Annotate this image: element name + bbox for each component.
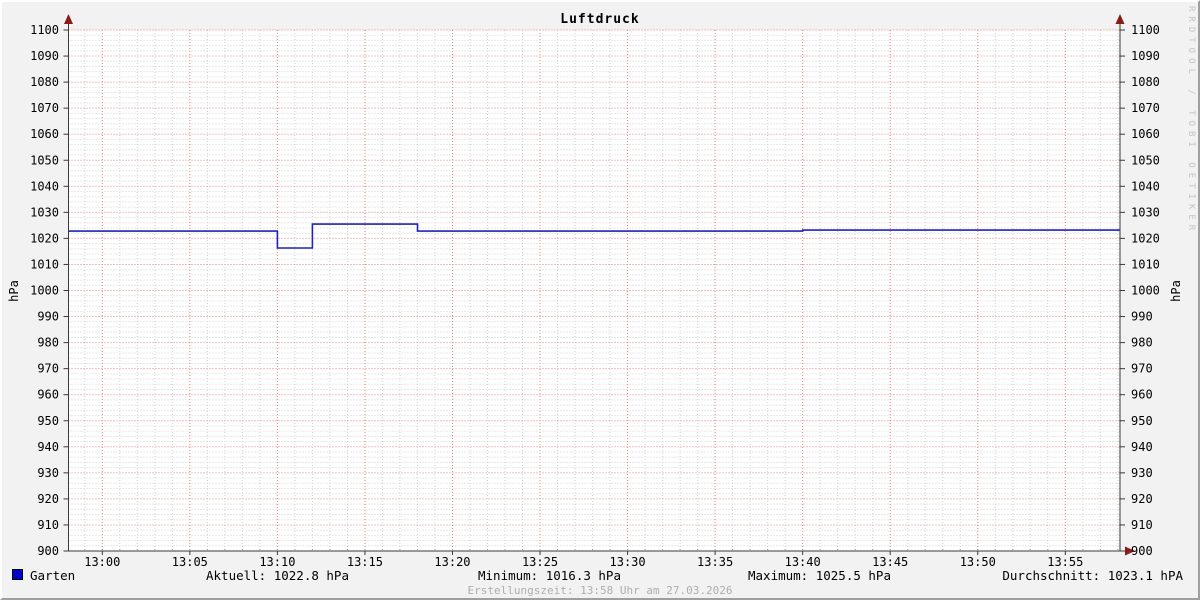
- svg-text:1060: 1060: [1131, 127, 1160, 141]
- svg-text:1000: 1000: [1131, 284, 1160, 298]
- svg-text:13:00: 13:00: [84, 555, 120, 569]
- svg-text:910: 910: [37, 518, 59, 532]
- svg-text:960: 960: [1131, 388, 1153, 402]
- creation-timestamp: Erstellungszeit: 13:58 Uhr am 27.03.2026: [467, 584, 733, 597]
- y-axis-arrow-right: [1115, 14, 1125, 24]
- svg-text:1080: 1080: [1131, 75, 1160, 89]
- svg-text:1090: 1090: [30, 49, 59, 63]
- svg-text:13:10: 13:10: [259, 555, 295, 569]
- grid-major: [68, 29, 1120, 552]
- svg-text:950: 950: [1131, 414, 1153, 428]
- grid-minor: [68, 30, 1120, 551]
- svg-text:1040: 1040: [1131, 179, 1160, 193]
- stat-maximum: Maximum: 1025.5 hPa: [748, 568, 891, 583]
- svg-text:1070: 1070: [30, 101, 59, 115]
- svg-text:1040: 1040: [30, 179, 59, 193]
- y-axis-arrow-left: [64, 14, 73, 24]
- svg-text:13:35: 13:35: [697, 555, 733, 569]
- svg-text:13:05: 13:05: [172, 555, 208, 569]
- svg-text:13:55: 13:55: [1047, 555, 1083, 569]
- svg-text:1100: 1100: [30, 23, 59, 37]
- svg-text:990: 990: [1131, 310, 1153, 324]
- legend-label-garten: Garten: [30, 568, 76, 583]
- svg-text:970: 970: [1131, 362, 1153, 376]
- svg-text:910: 910: [1131, 518, 1153, 532]
- legend-swatch-garten: [12, 569, 23, 580]
- axes: [63, 14, 1135, 556]
- svg-text:1030: 1030: [1131, 205, 1160, 219]
- svg-text:900: 900: [37, 544, 59, 558]
- svg-text:940: 940: [37, 440, 59, 454]
- svg-text:1010: 1010: [30, 257, 59, 271]
- svg-text:980: 980: [37, 336, 59, 350]
- svg-text:1100: 1100: [1131, 23, 1160, 37]
- svg-text:1010: 1010: [1131, 257, 1160, 271]
- legend-row: Garten Aktuell: 1022.8 hPa Minimum: 1016…: [2, 568, 1198, 586]
- svg-text:950: 950: [37, 414, 59, 428]
- svg-text:13:20: 13:20: [434, 555, 470, 569]
- svg-text:1020: 1020: [30, 231, 59, 245]
- svg-text:920: 920: [37, 492, 59, 506]
- svg-text:1000: 1000: [30, 284, 59, 298]
- stat-durchschnitt: Durchschnitt: 1023.1 hPA: [1002, 568, 1183, 583]
- svg-text:13:50: 13:50: [960, 555, 996, 569]
- svg-text:13:40: 13:40: [785, 555, 821, 569]
- svg-text:930: 930: [1131, 466, 1153, 480]
- svg-text:960: 960: [37, 388, 59, 402]
- rrdtool-watermark: RRDTOOL / TOBI OETIKER: [1186, 6, 1196, 236]
- svg-text:1030: 1030: [30, 205, 59, 219]
- tick-labels: 900 900 910 910 920 920 930 930 940 940 950 950 960 9…: [7, 23, 1183, 569]
- svg-text:900: 900: [1131, 544, 1153, 558]
- stat-minimum: Minimum: 1016.3 hPa: [478, 568, 621, 583]
- svg-text:970: 970: [37, 362, 59, 376]
- svg-text:1090: 1090: [1131, 49, 1160, 63]
- svg-text:980: 980: [1131, 336, 1153, 350]
- svg-text:1020: 1020: [1131, 231, 1160, 245]
- chart-title: Luftdruck: [560, 12, 640, 27]
- svg-text:13:30: 13:30: [610, 555, 646, 569]
- svg-text:940: 940: [1131, 440, 1153, 454]
- svg-text:990: 990: [37, 310, 59, 324]
- svg-text:1050: 1050: [30, 153, 59, 167]
- svg-text:1080: 1080: [30, 75, 59, 89]
- svg-text:920: 920: [1131, 492, 1153, 506]
- svg-text:1060: 1060: [30, 127, 59, 141]
- x-axis-arrow: [1125, 546, 1135, 556]
- svg-text:1050: 1050: [1131, 153, 1160, 167]
- svg-text:13:45: 13:45: [872, 555, 908, 569]
- svg-text:13:15: 13:15: [347, 555, 383, 569]
- svg-text:1070: 1070: [1131, 101, 1160, 115]
- stat-aktuell: Aktuell: 1022.8 hPa: [206, 568, 349, 583]
- y-axis-label-right: hPa: [1169, 280, 1183, 302]
- svg-text:930: 930: [37, 466, 59, 480]
- y-axis-label-left: hPa: [7, 280, 21, 302]
- svg-text:13:25: 13:25: [522, 555, 558, 569]
- series-line-garten: [69, 223, 1120, 249]
